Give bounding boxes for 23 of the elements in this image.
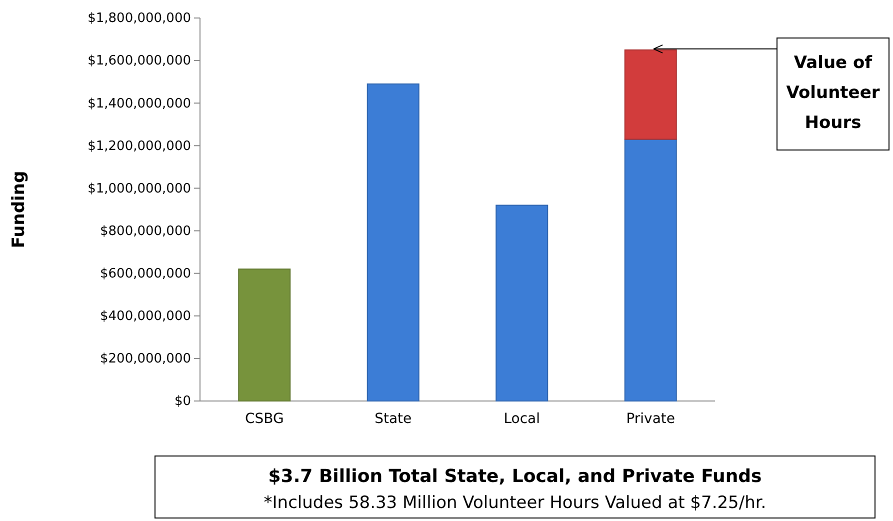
bar	[496, 204, 548, 402]
y-axis-title: Funding	[9, 170, 29, 248]
y-tick-label: $1,800,000,000	[88, 11, 191, 26]
annotation: Value of Volunteer Hours	[786, 53, 880, 133]
bar	[624, 138, 677, 402]
y-tick-label: $0	[174, 394, 191, 410]
y-tick-label: $400,000,000	[100, 309, 191, 324]
y-tick-label: $1,200,000,000	[88, 138, 191, 154]
x-tick-label: Local	[504, 410, 540, 427]
x-tick-label: State	[374, 410, 412, 427]
y-tick-label: $800,000,000	[100, 224, 191, 239]
text: *Includes 58.33 Million Volunteer Hours Valued at $7.25/hr.	[264, 493, 766, 513]
y-tick-label: $600,000,000	[100, 266, 191, 282]
y-tick-label: $1,600,000,000	[88, 54, 191, 69]
y-tick-label: $1,400,000,000	[88, 96, 191, 112]
y-tick-label: $200,000,000	[100, 352, 191, 367]
bar	[238, 268, 291, 402]
bar	[366, 83, 420, 402]
bar	[624, 49, 677, 140]
x-tick-label: CSBG	[244, 410, 284, 427]
y-tick-label: $1,000,000,000	[88, 181, 191, 196]
text: $3.7 Billion Total State, Local, and Private Funds	[268, 466, 762, 487]
x-tick-label: Private	[626, 410, 676, 427]
